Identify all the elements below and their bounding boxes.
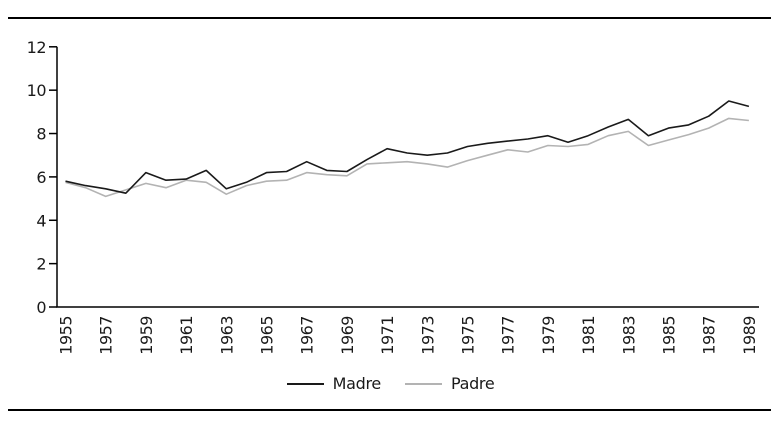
x-tick-label: 1961 [177, 316, 196, 355]
legend-label-padre: Padre [450, 374, 495, 393]
y-tick-label: 6 [36, 168, 46, 187]
x-tick-label: 1955 [57, 316, 76, 355]
legend-label-madre: Madre [332, 374, 382, 393]
x-tick-label: 1983 [619, 316, 638, 355]
x-tick-label: 1977 [499, 316, 518, 355]
x-tick-label: 1963 [217, 316, 236, 355]
x-tick-label: 1987 [700, 316, 719, 355]
x-tick-label: 1959 [137, 316, 156, 355]
madre-line-sample [286, 382, 324, 385]
top-rule [8, 17, 771, 19]
series-line-madre [65, 100, 750, 194]
x-tick-label: 1985 [660, 316, 679, 355]
y-tick-label: 2 [36, 255, 46, 274]
legend-item-madre: Madre [286, 374, 382, 393]
legend-item-padre: Padre [404, 374, 495, 393]
x-tick-label: 1967 [298, 316, 317, 355]
y-tick-label: 4 [36, 211, 46, 230]
x-tick-label: 1979 [539, 316, 558, 355]
bottom-rule [8, 409, 771, 411]
axes [56, 46, 759, 308]
y-tick-label: 10 [27, 81, 47, 100]
y-tick-label: 8 [36, 125, 46, 144]
x-tick-label: 1971 [378, 316, 397, 355]
x-tick-label: 1969 [338, 316, 357, 355]
x-tick-label: 1981 [579, 316, 598, 355]
x-tick-label: 1975 [459, 316, 478, 355]
x-tick-label: 1957 [97, 316, 116, 355]
padre-line-sample [404, 382, 442, 385]
y-tick-label: 0 [36, 298, 46, 317]
legend: Madre Padre [0, 374, 781, 393]
x-tick-label: 1989 [740, 316, 759, 355]
x-tick-label: 1973 [418, 316, 437, 355]
y-tick-label: 12 [27, 38, 46, 57]
series-line-padre [65, 117, 749, 198]
x-tick-label: 1965 [258, 316, 277, 355]
